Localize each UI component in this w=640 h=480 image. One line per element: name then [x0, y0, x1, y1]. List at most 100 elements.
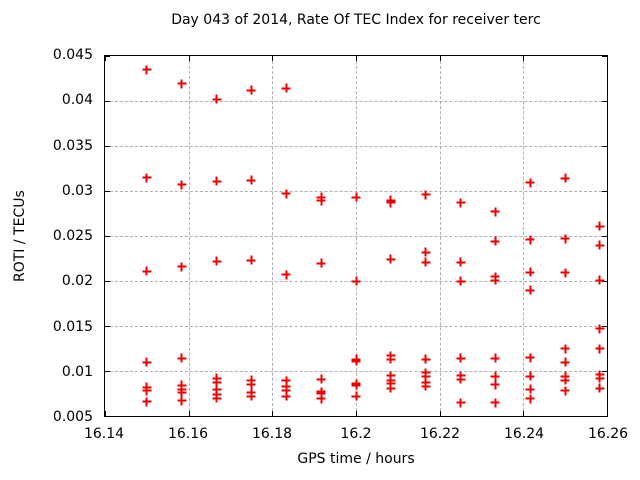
data-point — [386, 383, 396, 393]
data-point — [490, 380, 500, 389]
data-point — [246, 175, 256, 185]
x-tick-mark — [607, 411, 608, 416]
data-point — [246, 391, 256, 401]
data-point — [142, 266, 152, 276]
x-tick-label: 16.18 — [251, 426, 293, 442]
data-point — [351, 380, 361, 390]
data-point — [386, 198, 396, 208]
y-tick-mark — [105, 236, 110, 237]
data-point — [595, 275, 605, 285]
h-gridline — [105, 371, 607, 372]
data-point — [456, 374, 466, 384]
data-point — [177, 180, 187, 190]
data-point — [386, 354, 396, 364]
y-tick-mark — [602, 56, 607, 57]
y-tick-mark — [602, 191, 607, 192]
data-point — [595, 324, 605, 334]
data-point — [142, 386, 152, 396]
data-point — [560, 357, 570, 367]
x-tick-label: 16.16 — [167, 426, 209, 442]
data-point — [421, 381, 431, 391]
data-point — [142, 357, 152, 367]
x-tick-mark — [356, 411, 357, 416]
data-point — [351, 276, 361, 286]
data-point — [212, 378, 222, 388]
y-tick-mark — [602, 281, 607, 282]
x-tick-mark — [272, 411, 274, 416]
y-tick-label: 0.015 — [52, 318, 93, 335]
y-tick-mark — [105, 146, 110, 147]
x-tick-mark — [523, 411, 525, 416]
data-point — [281, 83, 291, 93]
y-tick-label: 0.02 — [61, 273, 93, 290]
data-point — [281, 270, 291, 280]
data-point — [456, 276, 466, 286]
data-point — [421, 371, 431, 381]
data-point — [316, 196, 326, 206]
y-tick-mark — [602, 236, 607, 237]
y-tick-mark — [602, 146, 607, 147]
data-point — [525, 371, 535, 381]
data-point — [560, 234, 570, 244]
data-point — [490, 207, 500, 217]
plot-frame — [104, 55, 608, 417]
data-point — [142, 65, 152, 74]
data-point — [560, 268, 570, 278]
x-tick-mark — [439, 411, 441, 416]
data-point — [177, 396, 187, 406]
data-point — [595, 221, 605, 231]
data-point — [281, 386, 291, 396]
data-point — [246, 380, 256, 389]
x-tick-mark — [188, 56, 190, 61]
h-gridline — [105, 191, 607, 192]
h-gridline — [105, 236, 607, 237]
x-tick-mark — [272, 56, 274, 61]
data-point — [177, 79, 187, 89]
data-point — [142, 397, 152, 407]
data-point — [490, 371, 500, 381]
y-tick-label: 0.045 — [52, 47, 93, 63]
x-tick-label: 16.26 — [587, 426, 629, 442]
data-point — [456, 398, 466, 407]
y-tick-label: 0.025 — [52, 228, 93, 244]
data-point — [595, 344, 605, 353]
data-point — [525, 267, 535, 277]
x-tick-mark — [105, 56, 106, 61]
y-tick-mark — [105, 326, 110, 327]
data-point — [595, 240, 605, 250]
x-tick-label: 16.24 — [503, 426, 545, 442]
data-point — [560, 386, 570, 396]
y-tick-label: 0.03 — [61, 182, 93, 199]
x-tick-mark — [105, 411, 106, 416]
x-tick-mark — [523, 56, 525, 61]
data-point — [490, 275, 500, 285]
data-point — [351, 192, 361, 202]
y-tick-mark — [105, 56, 110, 57]
data-point — [490, 398, 500, 407]
x-tick-label: 16.22 — [419, 426, 461, 442]
data-point — [525, 394, 535, 404]
data-point — [525, 235, 535, 245]
y-tick-mark — [105, 416, 110, 417]
x-tick-mark — [356, 56, 357, 61]
data-point — [316, 374, 326, 384]
data-point — [212, 393, 222, 403]
data-point — [351, 356, 361, 366]
y-tick-mark — [105, 191, 110, 192]
y-tick-label: 0.035 — [52, 137, 93, 154]
data-point — [525, 384, 535, 394]
x-tick-label: 16.2 — [340, 426, 372, 442]
data-point — [456, 353, 466, 363]
y-tick-mark — [602, 416, 607, 417]
data-point — [142, 173, 152, 182]
data-point — [212, 94, 222, 104]
data-point — [177, 388, 187, 398]
x-tick-mark — [188, 411, 190, 416]
y-tick-label: 0.005 — [52, 409, 93, 425]
y-tick-mark — [602, 326, 607, 327]
y-tick-mark — [602, 371, 607, 372]
data-point — [281, 376, 291, 386]
data-point — [421, 190, 431, 200]
data-point — [421, 257, 431, 267]
